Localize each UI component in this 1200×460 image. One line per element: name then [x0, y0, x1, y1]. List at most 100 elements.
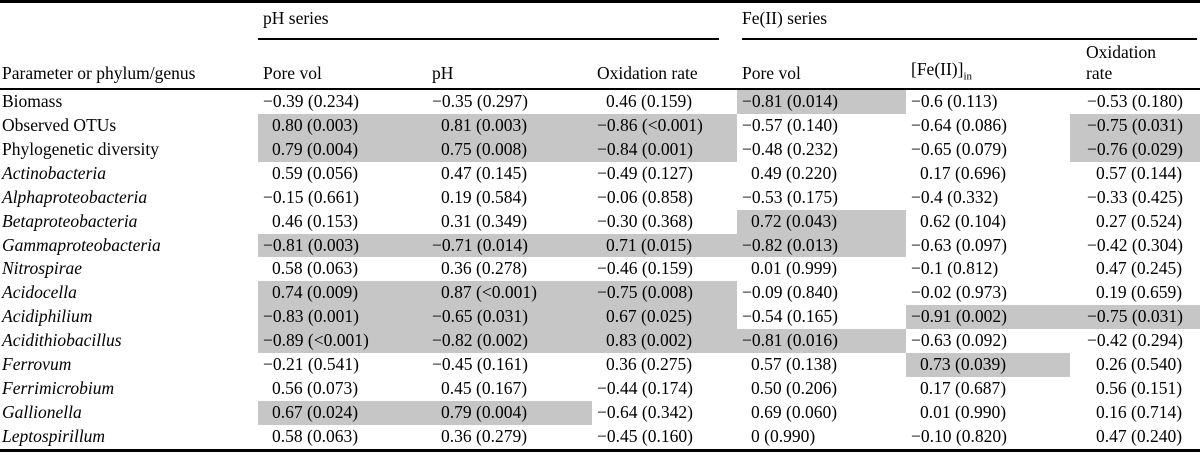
- value-cell: 0.46 (0.153): [272, 210, 359, 231]
- col-header-ph: pH: [432, 63, 454, 83]
- value-cell: 0.50 (0.206): [751, 378, 838, 399]
- group-ph-series: pH series: [258, 3, 719, 40]
- value-cell-highlighted: 0.81 (0.003): [427, 113, 592, 138]
- table-row: Gallionella 0.67 (0.024) 0.79 (0.004) −0.64…: [0, 400, 1200, 425]
- value-cell-highlighted: −0.75 (0.031): [1070, 305, 1200, 330]
- row-label: Biomass: [2, 91, 63, 111]
- value-cell: −0.49 (0.127): [597, 162, 693, 183]
- row-label: Leptospirillum: [2, 425, 106, 446]
- value-cell: −0.02 (0.973): [911, 282, 1007, 303]
- value-cell-highlighted: 0.83 (0.002): [592, 329, 737, 354]
- group-ph-series-label: pH series: [263, 8, 329, 28]
- value-cell: −0.10 (0.820): [911, 425, 1007, 446]
- value-cell: −0.54 (0.165): [742, 306, 838, 327]
- row-label: Observed OTUs: [2, 114, 117, 135]
- value-cell: −0.30 (0.368): [597, 210, 693, 231]
- value-cell-highlighted: −0.81 (0.003): [258, 233, 427, 258]
- value-cell: 0.47 (0.145): [441, 162, 528, 183]
- value-cell-highlighted: −0.75 (0.008): [592, 281, 737, 306]
- value-cell: −0.35 (0.297): [432, 91, 528, 111]
- value-cell: −0.6 (0.113): [911, 91, 998, 111]
- value-cell: 0.56 (0.073): [272, 378, 359, 399]
- value-cell: 0.36 (0.275): [606, 354, 693, 375]
- value-cell-highlighted: 0.72 (0.043): [737, 209, 906, 234]
- table-row: Acidithiobacillus −0.89 (<0.001) −0.82 (0.…: [0, 329, 1200, 354]
- row-label: Phylogenetic diversity: [2, 138, 159, 159]
- value-cell: 0.36 (0.278): [441, 258, 528, 279]
- table-row: Acidiphilium −0.83 (0.001) −0.65 (0.031) 0.…: [0, 305, 1200, 330]
- row-label: Acidocella: [2, 282, 77, 303]
- value-cell: 0.19 (0.659): [1096, 282, 1183, 303]
- column-header-row: Parameter or phylum/genus Pore vol pH Ox…: [0, 40, 1200, 90]
- value-cell: −0.65 (0.079): [911, 138, 1007, 159]
- row-label: Ferrovum: [2, 354, 72, 375]
- row-label: Actinobacteria: [2, 162, 107, 183]
- col-header-ph-pore-vol: Pore vol: [263, 63, 322, 83]
- value-cell: 0.62 (0.104): [920, 210, 1007, 231]
- fe-in-main: [Fe(II)]: [911, 59, 964, 80]
- value-cell: 0.59 (0.056): [272, 162, 359, 183]
- value-cell: −0.1 (0.812): [911, 258, 999, 279]
- value-cell: −0.09 (0.840): [742, 282, 838, 303]
- value-cell-highlighted: −0.65 (0.031): [427, 305, 592, 330]
- value-cell: 0.01 (0.990): [920, 401, 1007, 422]
- group-fe-series: Fe(II) series: [742, 3, 1197, 40]
- value-cell: −0.15 (0.661): [263, 186, 359, 207]
- value-cell: −0.57 (0.140): [742, 114, 838, 135]
- value-cell: −0.46 (0.159): [597, 258, 693, 279]
- value-cell: 0.56 (0.151): [1096, 378, 1183, 399]
- table-row: Phylogenetic diversity 0.79 (0.004) 0.75 (…: [0, 137, 1200, 162]
- value-cell-highlighted: −0.71 (0.014): [427, 233, 592, 258]
- value-cell: −0.45 (0.160): [597, 425, 693, 446]
- row-label: Gammaproteobacteria: [2, 234, 161, 255]
- row-label: Ferrimicrobium: [2, 378, 115, 399]
- value-cell: 0.26 (0.540): [1096, 354, 1183, 375]
- fe-in-subscript: in: [963, 70, 973, 83]
- value-cell: 0.46 (0.159): [606, 91, 693, 111]
- col-header-fe-in: [Fe(II)]in: [906, 59, 1070, 88]
- value-cell-highlighted: −0.82 (0.013): [737, 233, 906, 258]
- value-cell-highlighted: −0.81 (0.016): [737, 329, 906, 354]
- value-cell: −0.63 (0.092): [911, 330, 1007, 351]
- col-header-ph-oxidation-rate: Oxidation rate: [597, 63, 698, 83]
- top-rule: [0, 0, 1200, 3]
- value-cell: 0.27 (0.524): [1096, 210, 1183, 231]
- value-cell: −0.64 (0.342): [597, 401, 693, 422]
- row-label: Betaproteobacteria: [2, 210, 138, 231]
- table-row: Ferrimicrobium 0.56 (0.073) 0.45 (0.167) −0…: [0, 377, 1200, 401]
- value-cell: 0 (0.990): [751, 425, 816, 446]
- value-cell: −0.53 (0.180): [1087, 91, 1183, 111]
- value-cell: 0.57 (0.138): [751, 354, 838, 375]
- value-cell: 0.58 (0.063): [272, 425, 359, 446]
- value-cell-highlighted: −0.89 (<0.001): [258, 329, 427, 354]
- value-cell: −0.42 (0.304): [1087, 234, 1183, 255]
- table-row: Gammaproteobacteria −0.81 (0.003) −0.71 (0…: [0, 233, 1200, 258]
- table-row: Nitrospirae 0.58 (0.063) 0.36 (0.278) −0.46…: [0, 257, 1200, 281]
- value-cell: −0.48 (0.232): [742, 138, 838, 159]
- value-cell: −0.64 (0.086): [911, 114, 1007, 135]
- row-label: Acidithiobacillus: [2, 330, 122, 351]
- value-cell: −0.44 (0.174): [597, 378, 693, 399]
- value-cell: 0.16 (0.714): [1096, 401, 1183, 422]
- value-cell-highlighted: 0.67 (0.024): [258, 400, 427, 425]
- table-row: Betaproteobacteria 0.46 (0.153) 0.31 (0.34…: [0, 209, 1200, 234]
- table-row: Alphaproteobacteria −0.15 (0.661) 0.19 (0.…: [0, 186, 1200, 210]
- value-cell: 0.36 (0.279): [441, 425, 528, 446]
- table-row: Leptospirillum 0.58 (0.063) 0.36 (0.279) −0…: [0, 425, 1200, 449]
- value-cell: 0.47 (0.240): [1096, 425, 1183, 446]
- value-cell: 0.17 (0.696): [920, 162, 1007, 183]
- value-cell-highlighted: −0.86 (<0.001): [592, 113, 737, 138]
- value-cell-highlighted: 0.80 (0.003): [258, 113, 427, 138]
- value-cell-highlighted: −0.76 (0.029): [1070, 137, 1200, 162]
- row-header-label: Parameter or phylum/genus: [2, 63, 196, 83]
- table-row: Observed OTUs 0.80 (0.003) 0.81 (0.003) −0.…: [0, 113, 1200, 138]
- col-header-fe-oxidation-rate: Oxidation rate: [1086, 42, 1156, 83]
- value-cell: 0.49 (0.220): [751, 162, 838, 183]
- value-cell: −0.63 (0.097): [911, 234, 1007, 255]
- group-fe-series-label: Fe(II) series: [742, 8, 828, 28]
- value-cell-highlighted: 0.79 (0.004): [258, 137, 427, 162]
- value-cell-highlighted: 0.67 (0.025): [592, 305, 737, 330]
- value-cell: 0.58 (0.063): [272, 258, 359, 279]
- value-cell-highlighted: −0.91 (0.002): [906, 305, 1070, 330]
- value-cell: 0.01 (0.999): [751, 258, 838, 279]
